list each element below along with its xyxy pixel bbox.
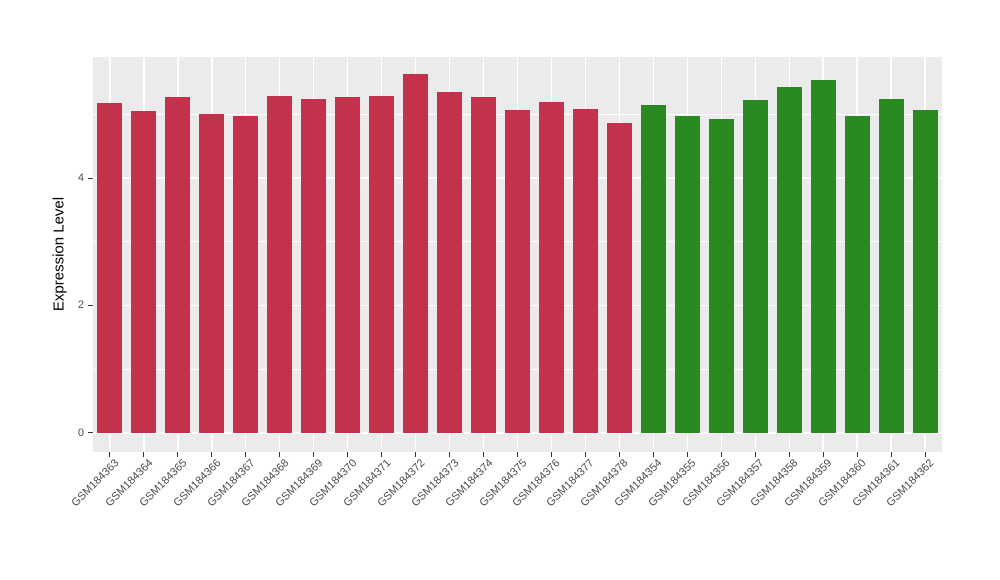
y-axis-tick (88, 432, 93, 434)
bar (267, 95, 293, 433)
bar (471, 96, 497, 433)
x-axis-tick (720, 452, 722, 457)
x-axis-tick (245, 452, 247, 457)
x-axis-tick (109, 452, 111, 457)
x-axis-tick (483, 452, 485, 457)
bar (131, 110, 157, 433)
y-axis-title: Expression Level (50, 196, 68, 312)
x-axis-tick (890, 452, 892, 457)
bar (97, 102, 123, 433)
x-axis-tick (788, 452, 790, 457)
bar (505, 109, 530, 433)
bar (199, 113, 225, 433)
bar (640, 105, 666, 433)
bar (912, 109, 938, 433)
bar (742, 99, 768, 433)
x-axis-tick (143, 452, 145, 457)
x-axis-tick (279, 452, 281, 457)
x-axis-tick (313, 452, 315, 457)
x-axis-tick (754, 452, 756, 457)
bar (233, 115, 259, 433)
x-axis-tick (550, 452, 552, 457)
x-axis-tick (415, 452, 417, 457)
x-axis-tick (584, 452, 586, 457)
x-axis-tick (449, 452, 451, 457)
y-tick-label: 2 (77, 299, 84, 312)
x-axis-tick (618, 452, 620, 457)
y-tick-label: 4 (77, 172, 84, 185)
bar (301, 99, 327, 433)
bar (776, 86, 802, 433)
x-axis-tick (652, 452, 654, 457)
bar (572, 108, 598, 433)
bar (606, 123, 632, 433)
x-axis-tick (381, 452, 383, 457)
y-axis-tick (88, 304, 93, 306)
bar (878, 99, 904, 433)
x-axis-tick (924, 452, 926, 457)
bar (844, 115, 870, 433)
x-axis-tick (856, 452, 858, 457)
x-axis-tick (686, 452, 688, 457)
x-axis-tick (211, 452, 213, 457)
y-axis-tick (88, 177, 93, 179)
bar (335, 96, 361, 433)
x-axis-tick (347, 452, 349, 457)
bar (674, 116, 700, 433)
bar (810, 79, 836, 433)
bar (708, 118, 734, 433)
bar (369, 95, 395, 433)
x-axis-tick (517, 452, 518, 457)
bar (437, 92, 463, 433)
plot-panel (93, 57, 942, 452)
y-tick-label: 0 (77, 426, 84, 439)
bar (538, 101, 564, 433)
bar (403, 73, 429, 433)
x-axis-tick (177, 452, 179, 457)
bar (165, 96, 191, 433)
x-axis-tick (822, 452, 824, 457)
